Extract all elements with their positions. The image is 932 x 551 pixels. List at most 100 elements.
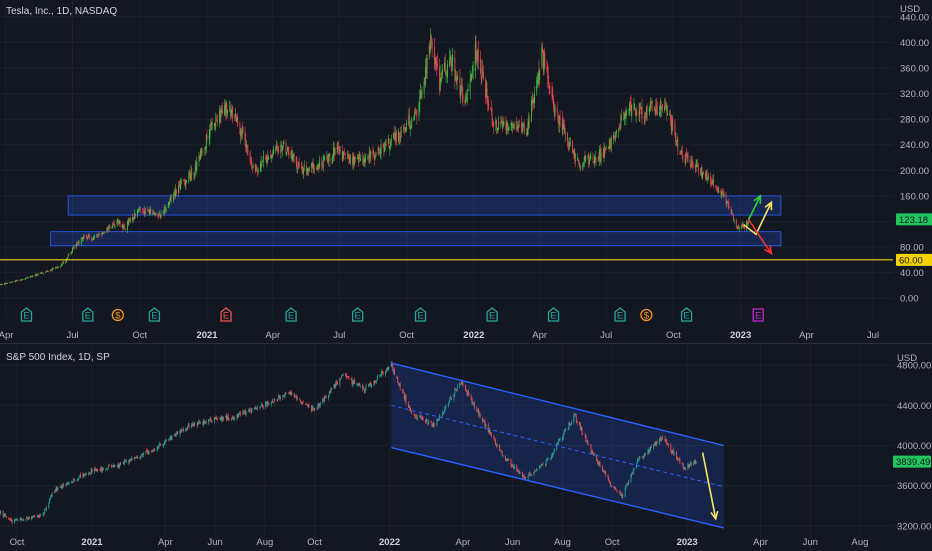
- tesla-candle-body: [350, 155, 351, 163]
- sp500-candle-body: [477, 410, 478, 411]
- tesla-x-tick-label: Jul: [66, 330, 78, 341]
- sp500-candle-body: [56, 488, 57, 490]
- tesla-candle-body: [204, 150, 205, 151]
- sp500-candle-body: [575, 414, 576, 415]
- sp500-candle-body: [136, 457, 137, 458]
- tesla-candle-body: [650, 103, 651, 104]
- sp500-candle-body: [222, 417, 223, 421]
- sp500-candle-body: [294, 395, 295, 396]
- sp500-candle-body: [52, 493, 53, 496]
- tesla-x-tick-label: Jul: [600, 330, 612, 341]
- tesla-candle-body: [723, 193, 724, 197]
- tesla-candle-body: [314, 169, 315, 170]
- sp500-candle-body: [123, 463, 124, 464]
- sp500-candle-body: [651, 447, 652, 448]
- tesla-candle-body: [378, 147, 379, 151]
- sp500-candle-body: [499, 445, 500, 451]
- tesla-candle-body: [124, 225, 125, 226]
- sp500-candle-body: [79, 475, 80, 477]
- tesla-candle-body: [619, 129, 620, 130]
- earnings-event-icon[interactable]: E: [615, 308, 625, 322]
- earnings-event-icon[interactable]: E: [221, 308, 231, 322]
- tesla-candle-body: [89, 234, 90, 237]
- earnings-event-icon[interactable]: E: [549, 308, 559, 322]
- earnings-event-icon[interactable]: E: [753, 309, 763, 322]
- tesla-candle-body: [62, 264, 63, 265]
- tesla-candle-body: [242, 127, 243, 132]
- tesla-candle-body: [478, 49, 479, 62]
- sp500-candle-body: [479, 413, 480, 414]
- tesla-candle-body: [148, 210, 149, 212]
- sp500-candle-body: [234, 418, 235, 419]
- sp500-candle-body: [563, 434, 564, 439]
- tesla-candle-body: [568, 143, 569, 147]
- sp500-candle-body: [285, 394, 286, 395]
- sp500-candle-body: [415, 417, 416, 418]
- sp500-candle-body: [226, 415, 227, 419]
- tesla-candle-body: [67, 257, 68, 258]
- sp500-x-tick-label: Jun: [207, 537, 222, 548]
- tesla-candle-body: [508, 127, 509, 130]
- tesla-candle-body: [487, 89, 488, 103]
- earnings-event-icon[interactable]: E: [415, 308, 425, 322]
- sp500-candle-body: [186, 429, 187, 430]
- sp500-candle-body: [38, 515, 39, 516]
- sp500-candle-body: [16, 520, 17, 521]
- tesla-candle-body: [639, 111, 640, 115]
- tesla-candle-body: [559, 116, 560, 125]
- split-event-icon[interactable]: $: [641, 310, 652, 322]
- sp500-candle-body: [209, 419, 210, 420]
- tesla-support-zone-1[interactable]: [51, 232, 781, 246]
- tesla-candle-body: [178, 186, 179, 193]
- sp500-candle-body: [153, 451, 154, 452]
- sp500-candle-body: [511, 465, 512, 466]
- sp500-candle-body: [524, 478, 525, 479]
- earnings-event-icon[interactable]: E: [21, 308, 31, 322]
- sp500-candle-body: [639, 457, 640, 460]
- sp500-candle-body: [208, 419, 209, 422]
- sp500-candle-body: [130, 459, 131, 460]
- sp500-candle-body: [569, 423, 570, 424]
- sp500-candle-body: [112, 466, 113, 467]
- sp500-candle-body: [123, 462, 124, 464]
- tesla-candle-body: [733, 215, 734, 220]
- tesla-candle-body: [145, 209, 146, 210]
- earnings-event-icon[interactable]: E: [286, 308, 296, 322]
- sp500-candle-body: [473, 404, 474, 405]
- sp500-candle-body: [616, 490, 617, 491]
- sp500-candle-body: [23, 520, 24, 521]
- sp500-candle-body: [502, 455, 503, 456]
- sp500-candle-body: [198, 422, 199, 424]
- sp500-candle-body: [352, 382, 353, 384]
- sp500-candle-body: [530, 474, 531, 475]
- earnings-event-icon[interactable]: E: [83, 308, 93, 322]
- tesla-candle-body: [335, 149, 336, 155]
- sp500-candle-body: [176, 435, 177, 436]
- split-event-icon[interactable]: $: [112, 310, 123, 322]
- sp500-candle-body: [80, 474, 81, 477]
- tesla-candle-body: [690, 159, 691, 165]
- tesla-candle-body: [604, 147, 605, 152]
- tesla-candle-body: [666, 109, 667, 114]
- earnings-event-icon[interactable]: E: [353, 308, 363, 322]
- tesla-candle-body: [130, 217, 131, 221]
- earnings-event-icon[interactable]: E: [487, 308, 497, 322]
- event-letter: E: [85, 311, 91, 322]
- sp500-candle-body: [214, 418, 215, 421]
- sp500-chart-svg[interactable]: USD4800.004400.004000.003600.003200.00Oc…: [0, 344, 932, 551]
- sp500-candle-body: [388, 368, 389, 370]
- tesla-candle-body: [27, 277, 28, 278]
- sp500-candle-body: [34, 516, 35, 517]
- sp500-candle-body: [107, 469, 108, 470]
- tesla-candle-body: [405, 127, 406, 131]
- earnings-event-icon[interactable]: E: [149, 308, 159, 322]
- sp500-candle-body: [266, 402, 267, 405]
- sp500-candle-body: [519, 471, 520, 474]
- tesla-candle-body: [17, 280, 18, 281]
- tesla-candle-body: [251, 161, 252, 167]
- earnings-event-icon[interactable]: E: [682, 308, 692, 322]
- tesla-candle-body: [682, 151, 683, 156]
